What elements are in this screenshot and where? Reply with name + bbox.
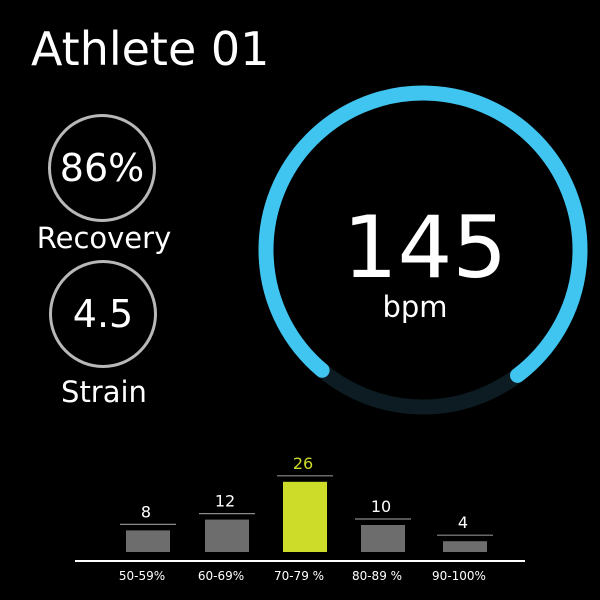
zone-count-label: 12 [215,492,235,511]
zone-count-label: 10 [371,497,391,516]
athlete-name: Athlete 01 [31,22,270,76]
strain-value: 4.5 [72,292,134,336]
zone-bar [443,541,487,552]
zone-range-label: 60-69% [198,569,244,583]
recovery-ring: 86% [48,114,156,222]
zone-range-label: 70-79 % [274,569,324,583]
heart-rate-value: 145 [342,198,508,298]
recovery-value: 86% [59,146,145,190]
zone-bar [283,481,327,552]
heart-rate-ring-progress [258,85,588,383]
zone-count-label: 26 [293,454,313,473]
strain-label: Strain [61,375,147,409]
zone-count-label: 4 [458,513,468,532]
heart-rate-unit: bpm [382,290,448,324]
heart-rate-gauge [258,85,588,415]
zone-bar [361,525,405,552]
zone-bar [126,530,170,552]
zone-range-label: 90-100% [432,569,486,583]
heart-rate-zones-chart: 8 50-59% 12 60-69% 26 70-79 % 10 80-89 % 4 90-100… [75,454,525,583]
zone-count-label: 8 [141,502,151,521]
zone-range-label: 80-89 % [352,569,402,583]
recovery-label: Recovery [36,221,172,255]
strain-ring: 4.5 [49,260,157,368]
zone-bar [205,519,249,552]
zone-range-label: 50-59% [119,569,165,583]
